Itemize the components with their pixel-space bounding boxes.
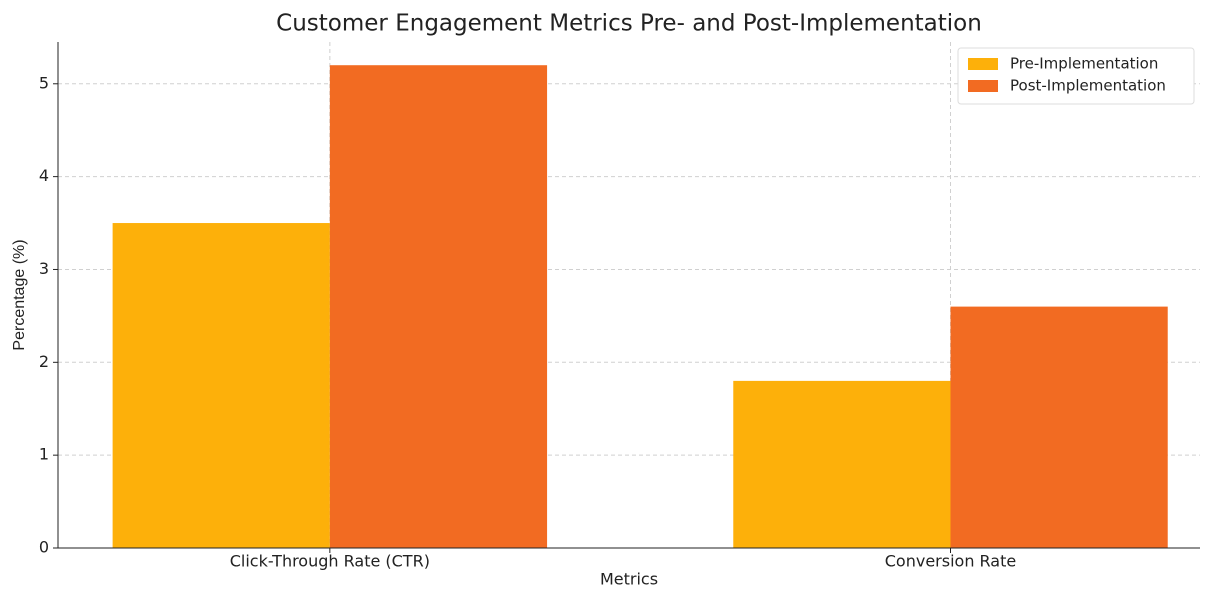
y-tick-label: 2 [39, 352, 49, 371]
y-tick-label: 5 [39, 73, 49, 92]
x-tick-label: Conversion Rate [885, 552, 1016, 571]
chart-title: Customer Engagement Metrics Pre- and Pos… [276, 11, 982, 37]
y-tick-label: 0 [39, 538, 49, 557]
y-axis-label: Percentage (%) [11, 239, 28, 350]
legend-box [957, 47, 1195, 105]
bar [733, 380, 951, 548]
x-tick-label: Click-Through Rate (CTR) [230, 552, 430, 571]
bar [329, 65, 548, 549]
legend-swatch [968, 58, 998, 70]
y-tick-label: 3 [39, 259, 49, 278]
y-tick-label: 4 [39, 166, 49, 185]
bar [950, 306, 1168, 548]
legend-label: Post-Implementation [1010, 77, 1166, 95]
x-axis-label: Metrics [600, 570, 658, 589]
legend-label: Pre-Implementation [1010, 55, 1158, 73]
legend-swatch [968, 80, 998, 92]
y-tick-label: 1 [39, 445, 49, 464]
bar [112, 223, 330, 548]
